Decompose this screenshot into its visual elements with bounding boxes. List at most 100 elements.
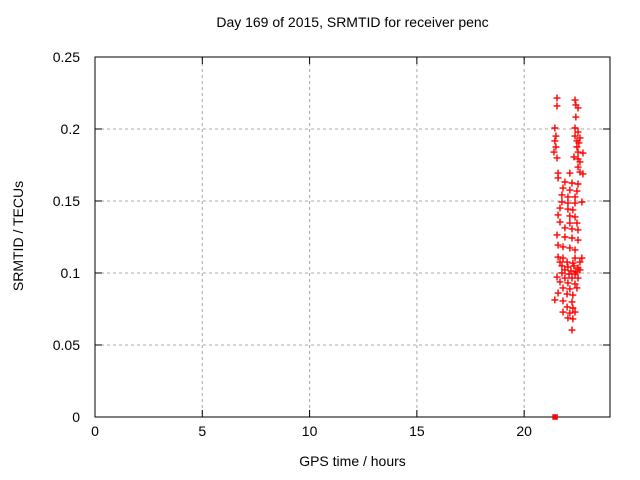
x-tick-label: 10 — [301, 423, 318, 439]
scatter-point — [571, 254, 579, 262]
scatter-point — [573, 284, 581, 292]
scatter-point — [556, 278, 564, 286]
scatter-point — [561, 224, 569, 232]
scatter-point — [573, 143, 581, 151]
scatter-point — [554, 211, 562, 219]
scatter-point — [574, 163, 582, 171]
scatter-point — [558, 269, 566, 277]
scatter-point — [554, 289, 562, 297]
scatter-point — [568, 326, 576, 334]
scatter-point — [568, 234, 576, 242]
scatter-point — [570, 153, 578, 161]
scatter-point — [579, 170, 587, 178]
scatter-point — [578, 198, 586, 206]
scatter-point — [559, 284, 567, 292]
scatter-point — [556, 218, 564, 226]
scatter-point — [564, 314, 572, 322]
scatter-point — [576, 158, 584, 166]
scatter-point — [551, 124, 559, 132]
scatter-point — [552, 143, 560, 151]
scatter-point — [561, 274, 569, 282]
scatter-point — [564, 279, 572, 287]
scatter-point — [574, 104, 582, 112]
scatter-point — [574, 274, 582, 282]
scatter-point — [556, 258, 564, 266]
y-tick-label: 0.1 — [60, 265, 80, 281]
scatter-point — [566, 309, 574, 317]
x-tick-label: 0 — [91, 423, 99, 439]
scatter-point — [553, 231, 561, 239]
scatter-point — [578, 254, 586, 262]
y-tick-label: 0.25 — [52, 49, 80, 65]
scatter-point — [579, 149, 587, 157]
scatter-point — [558, 262, 566, 270]
scatter-point — [566, 285, 574, 293]
scatter-point — [571, 193, 579, 201]
scatter-point — [571, 132, 579, 140]
scatter-point — [566, 212, 574, 220]
scatter-point — [554, 241, 562, 249]
scatter-point — [553, 94, 561, 102]
x-tick-label: 15 — [409, 423, 425, 439]
scatter-point — [552, 132, 560, 140]
scatter-point — [550, 148, 558, 156]
scatter-point — [574, 128, 582, 136]
scatter-point — [569, 206, 577, 214]
scatter-point — [574, 148, 582, 156]
scatter-point — [573, 219, 581, 227]
scatter-point — [575, 139, 583, 147]
chart-title: Day 169 of 2015, SRMTID for receiver pen… — [216, 14, 489, 30]
scatter-point — [568, 179, 576, 187]
scatter-point — [571, 199, 579, 207]
scatter-point — [574, 236, 582, 244]
y-tick-label: 0.2 — [60, 121, 80, 137]
scatter-point — [559, 254, 567, 262]
scatter-point — [556, 204, 564, 212]
scatter-point — [566, 219, 574, 227]
scatter-point — [571, 246, 579, 254]
scatter-point — [571, 213, 579, 221]
scatter-point — [564, 199, 572, 207]
scatter-point — [563, 303, 571, 311]
scatter-point — [564, 193, 572, 201]
scatter-point — [553, 102, 561, 110]
scatter-point — [565, 270, 573, 278]
scatter-point — [551, 137, 559, 145]
scatter-point — [566, 244, 574, 252]
scatter-point — [558, 198, 566, 206]
y-tick-label: 0.05 — [52, 337, 80, 353]
scatter-point — [568, 274, 576, 282]
scatter-point — [559, 297, 567, 305]
y-tick-label: 0.15 — [52, 193, 80, 209]
scatter-point — [563, 258, 571, 266]
x-tick-label: 20 — [516, 423, 532, 439]
scatter-point — [561, 233, 569, 241]
scatter-point — [553, 154, 561, 162]
scatter-point — [554, 253, 562, 261]
x-tick-label: 5 — [198, 423, 207, 439]
scatter-point — [571, 308, 579, 316]
x-axis-label: GPS time / hours — [299, 453, 406, 469]
y-tick-label: 0 — [72, 409, 80, 425]
scatter-point — [571, 270, 579, 278]
scatter-point — [569, 315, 577, 323]
scatter-point — [573, 187, 581, 195]
scatter-point — [566, 186, 574, 194]
scatter-point — [563, 290, 571, 298]
scatter-point — [559, 184, 567, 192]
scatter-point — [570, 262, 578, 270]
scatter-point — [571, 124, 579, 132]
scatter-point — [569, 291, 577, 299]
scatter-point — [559, 243, 567, 251]
square-point — [552, 414, 558, 420]
scatter-point — [571, 96, 579, 104]
scatter-point — [561, 178, 569, 186]
scatter-point — [571, 280, 579, 288]
scatter-point — [576, 266, 584, 274]
scatter-point — [572, 113, 580, 121]
scatter-point — [576, 258, 584, 266]
scatter-point — [559, 308, 567, 316]
scatter-point — [554, 174, 562, 182]
